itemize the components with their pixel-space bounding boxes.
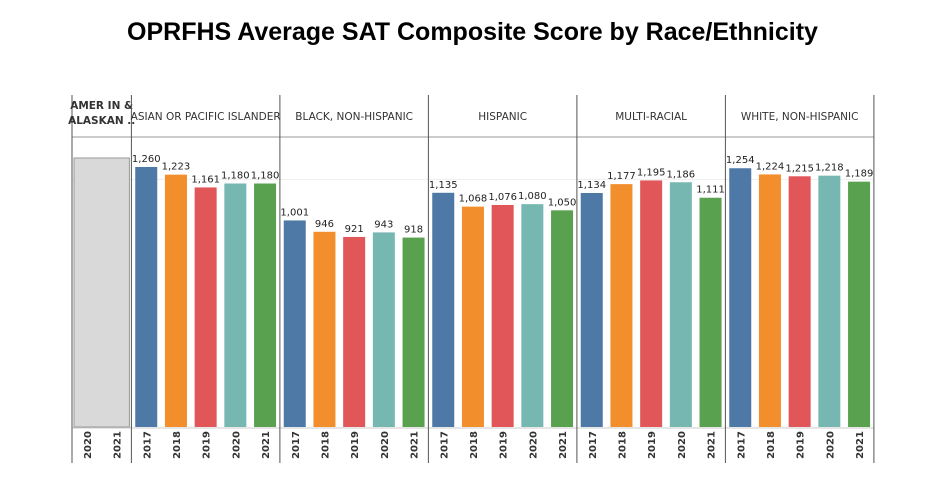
x-tick-label: 2021 [113, 431, 124, 459]
data-label: 1,080 [518, 191, 547, 202]
x-tick-label: 2019 [499, 431, 510, 459]
bar [521, 204, 544, 427]
bar [283, 220, 306, 427]
x-tick-label: 2020 [83, 431, 94, 459]
group-header: HISPANIC [478, 111, 527, 123]
x-tick-label: 2021 [707, 431, 718, 459]
x-tick-label: 2017 [142, 431, 153, 459]
data-label: 1,223 [162, 162, 191, 173]
data-label: 1,195 [637, 167, 666, 178]
x-tick-label: 2021 [410, 431, 421, 459]
data-label: 1,218 [815, 163, 844, 174]
bar [461, 206, 484, 427]
x-tick-label: 2021 [261, 431, 272, 459]
x-tick-label: 2020 [528, 431, 539, 459]
group-header: BLACK, NON-HISPANIC [295, 111, 413, 123]
bar [580, 193, 603, 427]
x-tick-label: 2017 [439, 431, 450, 459]
x-tick-label: 2019 [796, 431, 807, 459]
x-tick-label: 2018 [172, 431, 183, 459]
data-label: 1,180 [251, 171, 280, 182]
bar [758, 174, 781, 427]
data-label: 946 [315, 219, 334, 230]
no-data-bar [73, 157, 130, 428]
bar [164, 174, 187, 427]
group-header: AMER IN & [70, 100, 133, 112]
bar [224, 183, 247, 427]
data-label: 1,215 [785, 163, 814, 174]
bar [848, 181, 871, 427]
bar [729, 168, 752, 427]
bar [788, 176, 811, 427]
data-label: 1,180 [221, 171, 250, 182]
x-tick-label: 2021 [855, 431, 866, 459]
x-tick-label: 2018 [469, 431, 480, 459]
data-label: 1,254 [726, 155, 755, 166]
bar [669, 182, 692, 427]
x-tick-label: 2018 [617, 431, 628, 459]
x-tick-label: 2021 [558, 431, 569, 459]
x-tick-label: 2017 [588, 431, 599, 459]
bar [402, 237, 425, 427]
bar [640, 180, 663, 427]
x-tick-label: 2018 [320, 431, 331, 459]
data-label: 1,161 [191, 174, 220, 185]
data-label: 1,001 [280, 207, 309, 218]
bar [372, 232, 395, 427]
data-label: 921 [345, 224, 364, 235]
data-label: 1,050 [548, 197, 577, 208]
data-label: 1,224 [756, 161, 785, 172]
x-tick-label: 2020 [231, 431, 242, 459]
chart-title: OPRFHS Average SAT Composite Score by Ra… [127, 18, 818, 46]
bar [194, 187, 217, 427]
x-tick-label: 2017 [291, 431, 302, 459]
data-label: 1,068 [459, 194, 488, 205]
bar [343, 236, 366, 427]
x-tick-label: 2020 [677, 431, 688, 459]
x-tick-label: 2019 [350, 431, 361, 459]
x-tick-label: 2020 [380, 431, 391, 459]
bar [313, 231, 336, 427]
bar [432, 192, 455, 427]
data-label: 1,189 [845, 169, 874, 180]
bar [135, 167, 158, 427]
bar [699, 197, 722, 427]
data-label: 1,111 [696, 185, 725, 196]
data-label: 1,134 [577, 180, 606, 191]
data-label: 1,076 [488, 192, 517, 203]
x-tick-label: 2020 [825, 431, 836, 459]
x-tick-label: 2018 [766, 431, 777, 459]
bar [254, 183, 277, 427]
data-label: 918 [404, 225, 423, 236]
data-label: 1,186 [667, 169, 696, 180]
data-label: 943 [374, 219, 393, 230]
x-tick-label: 2017 [736, 431, 747, 459]
bar [610, 184, 633, 427]
x-tick-label: 2019 [202, 431, 213, 459]
data-label: 1,260 [132, 154, 161, 165]
bar [551, 210, 574, 427]
bar [818, 175, 841, 427]
group-header: MULTI-RACIAL [615, 111, 687, 123]
data-label: 1,177 [607, 171, 636, 182]
group-header: WHITE, NON-HISPANIC [741, 111, 859, 123]
x-tick-label: 2019 [647, 431, 658, 459]
group-header: ALASKAN .. [68, 115, 135, 127]
bar [491, 204, 514, 427]
group-header: ASIAN OR PACIFIC ISLANDER [131, 111, 281, 123]
data-label: 1,135 [429, 180, 458, 191]
